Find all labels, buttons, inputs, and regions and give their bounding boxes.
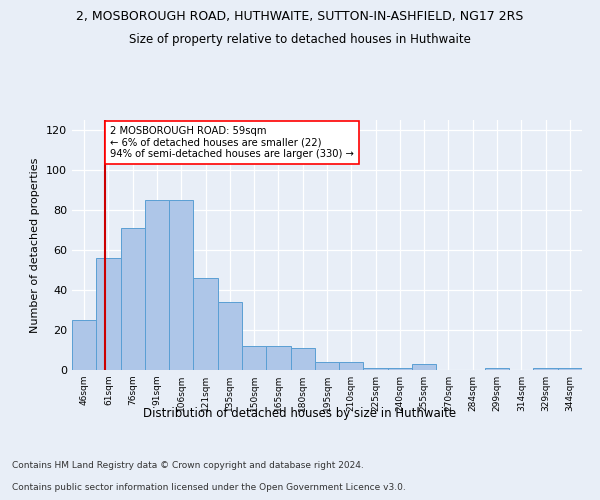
Bar [339, 362, 364, 370]
Bar [388, 368, 412, 370]
Bar [485, 368, 509, 370]
Text: Contains public sector information licensed under the Open Government Licence v3: Contains public sector information licen… [12, 484, 406, 492]
Text: Size of property relative to detached houses in Huthwaite: Size of property relative to detached ho… [129, 32, 471, 46]
Bar [218, 302, 242, 370]
Bar [145, 200, 169, 370]
Bar [364, 368, 388, 370]
Bar [72, 320, 96, 370]
Text: 2 MOSBOROUGH ROAD: 59sqm
← 6% of detached houses are smaller (22)
94% of semi-de: 2 MOSBOROUGH ROAD: 59sqm ← 6% of detache… [110, 126, 354, 159]
Bar [96, 258, 121, 370]
Bar [169, 200, 193, 370]
Bar [315, 362, 339, 370]
Bar [193, 278, 218, 370]
Y-axis label: Number of detached properties: Number of detached properties [31, 158, 40, 332]
Bar [242, 346, 266, 370]
Bar [533, 368, 558, 370]
Bar [266, 346, 290, 370]
Bar [412, 364, 436, 370]
Text: 2, MOSBOROUGH ROAD, HUTHWAITE, SUTTON-IN-ASHFIELD, NG17 2RS: 2, MOSBOROUGH ROAD, HUTHWAITE, SUTTON-IN… [76, 10, 524, 23]
Bar [121, 228, 145, 370]
Text: Distribution of detached houses by size in Huthwaite: Distribution of detached houses by size … [143, 408, 457, 420]
Text: Contains HM Land Registry data © Crown copyright and database right 2024.: Contains HM Land Registry data © Crown c… [12, 461, 364, 470]
Bar [290, 348, 315, 370]
Bar [558, 368, 582, 370]
